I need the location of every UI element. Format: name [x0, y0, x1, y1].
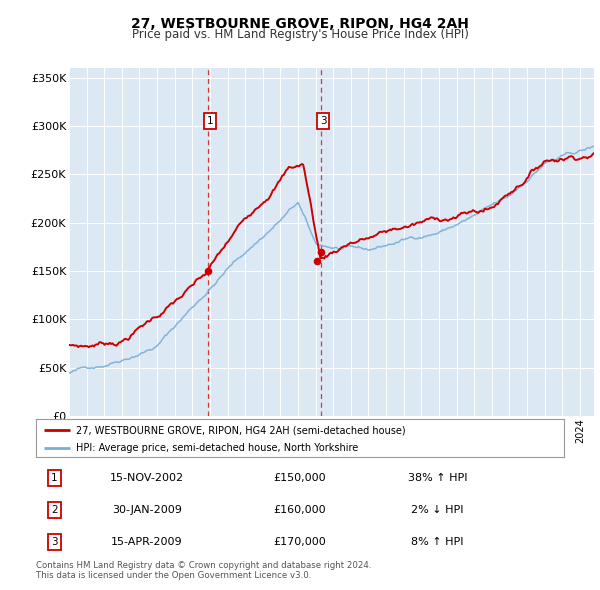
Text: £170,000: £170,000: [274, 537, 326, 547]
Text: HPI: Average price, semi-detached house, North Yorkshire: HPI: Average price, semi-detached house,…: [76, 444, 358, 454]
Text: 15-APR-2009: 15-APR-2009: [111, 537, 182, 547]
Text: 8% ↑ HPI: 8% ↑ HPI: [411, 537, 464, 547]
Text: £150,000: £150,000: [274, 473, 326, 483]
Text: 1: 1: [207, 116, 214, 126]
Text: 1: 1: [51, 473, 58, 483]
Text: 30-JAN-2009: 30-JAN-2009: [112, 505, 182, 515]
Text: 3: 3: [320, 116, 327, 126]
Text: 2% ↓ HPI: 2% ↓ HPI: [411, 505, 464, 515]
Text: £160,000: £160,000: [274, 505, 326, 515]
Text: 27, WESTBOURNE GROVE, RIPON, HG4 2AH: 27, WESTBOURNE GROVE, RIPON, HG4 2AH: [131, 17, 469, 31]
Text: 27, WESTBOURNE GROVE, RIPON, HG4 2AH (semi-detached house): 27, WESTBOURNE GROVE, RIPON, HG4 2AH (se…: [76, 425, 405, 435]
Text: Price paid vs. HM Land Registry's House Price Index (HPI): Price paid vs. HM Land Registry's House …: [131, 28, 469, 41]
Text: 38% ↑ HPI: 38% ↑ HPI: [407, 473, 467, 483]
Text: Contains HM Land Registry data © Crown copyright and database right 2024.
This d: Contains HM Land Registry data © Crown c…: [36, 560, 371, 580]
Text: 15-NOV-2002: 15-NOV-2002: [110, 473, 184, 483]
Text: 3: 3: [51, 537, 58, 547]
Text: 2: 2: [51, 505, 58, 515]
